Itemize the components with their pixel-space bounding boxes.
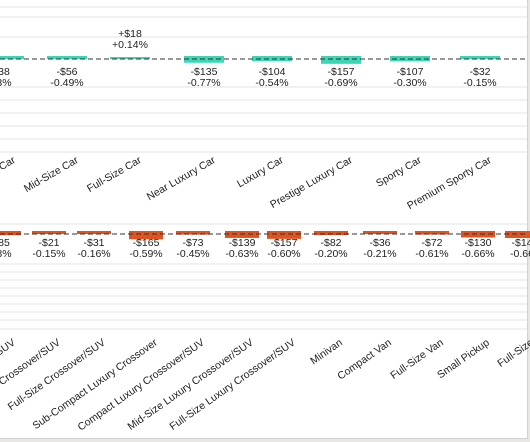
bar <box>321 56 361 64</box>
data-label-amount: +$18 <box>118 28 142 40</box>
top-chart-passenger-cars: 383% -$56-0.49% +$18+0.14% -$135-0.77% -$104… <box>0 6 527 212</box>
data-label-percent: -0.69% <box>324 77 357 89</box>
data-label-percent: -0.45% <box>176 248 209 260</box>
category-label: Minivan <box>308 337 345 368</box>
category-label: Compact Van <box>335 337 393 383</box>
data-label-amount: -$157 <box>328 66 355 78</box>
data-label-amount: -$14 <box>511 237 530 249</box>
data-label-percent: -0.59% <box>129 248 162 260</box>
bar <box>460 56 500 59</box>
bar <box>32 231 66 234</box>
data-label-percent: -0.30% <box>393 77 426 89</box>
bar <box>505 231 530 238</box>
data-label-percent: -0.16% <box>77 248 110 260</box>
bar <box>47 56 87 59</box>
bar <box>267 231 301 239</box>
bar <box>110 57 150 59</box>
data-label-percent: -0.15% <box>32 248 65 260</box>
data-label-amount: -$36 <box>369 237 390 249</box>
category-label: Luxury Car <box>235 154 286 190</box>
data-label-percent: -0.15% <box>463 77 496 89</box>
bottom-chart-trucks-suvs: 858%-$21-0.15%-$31-0.16%-$165-0.59%-$73-… <box>0 223 530 433</box>
category-label: Mid-Size Car <box>22 154 81 195</box>
data-label-percent: 8% <box>0 248 12 260</box>
data-label-percent: 3% <box>0 77 12 89</box>
data-label-amount: -$32 <box>469 66 490 78</box>
bar <box>129 231 163 240</box>
bar <box>461 231 495 238</box>
data-label-percent: -0.66 <box>510 248 530 260</box>
category-label: Sporty Car <box>374 154 424 190</box>
data-label-amount: -$73 <box>182 237 203 249</box>
data-label-percent: -0.21% <box>363 248 396 260</box>
bar <box>415 231 449 235</box>
data-label-amount: -$56 <box>56 66 77 78</box>
category-label: Small Pickup <box>435 337 492 382</box>
data-label-percent: -0.61% <box>415 248 448 260</box>
data-label-amount: -$139 <box>229 237 256 249</box>
category-label: Near Luxury Car <box>145 154 218 203</box>
data-label-amount: -$135 <box>191 66 218 78</box>
data-label-amount: -$82 <box>320 237 341 249</box>
data-label-amount: -$21 <box>38 237 59 249</box>
category-label: Full-Size Car <box>85 154 144 195</box>
data-label-amount: -$104 <box>259 66 286 78</box>
bar <box>0 56 24 59</box>
category-label: Full-Size <box>495 337 530 370</box>
data-label-percent: -0.54% <box>255 77 288 89</box>
category-label: Compact Car <box>0 154 18 196</box>
data-label-amount: 38 <box>0 66 10 78</box>
bar <box>0 231 21 236</box>
data-label-amount: -$165 <box>133 237 160 249</box>
data-label-percent: -0.60% <box>267 248 300 260</box>
data-label-amount: -$31 <box>83 237 104 249</box>
data-label-amount: -$130 <box>465 237 492 249</box>
data-label-percent: -0.77% <box>187 77 220 89</box>
data-label-percent: -0.49% <box>50 77 83 89</box>
data-label-percent: -0.63% <box>225 248 258 260</box>
data-label-amount: -$157 <box>271 237 298 249</box>
data-label-amount: -$107 <box>397 66 424 78</box>
data-label-amount: 85 <box>0 237 10 249</box>
bar <box>176 231 210 235</box>
data-label-percent: -0.20% <box>314 248 347 260</box>
bar <box>363 231 397 234</box>
data-label-percent: +0.14% <box>112 39 148 51</box>
data-label-amount: -$72 <box>421 237 442 249</box>
bar <box>314 231 348 236</box>
data-label-percent: -0.66% <box>461 248 494 260</box>
bar <box>77 231 111 234</box>
